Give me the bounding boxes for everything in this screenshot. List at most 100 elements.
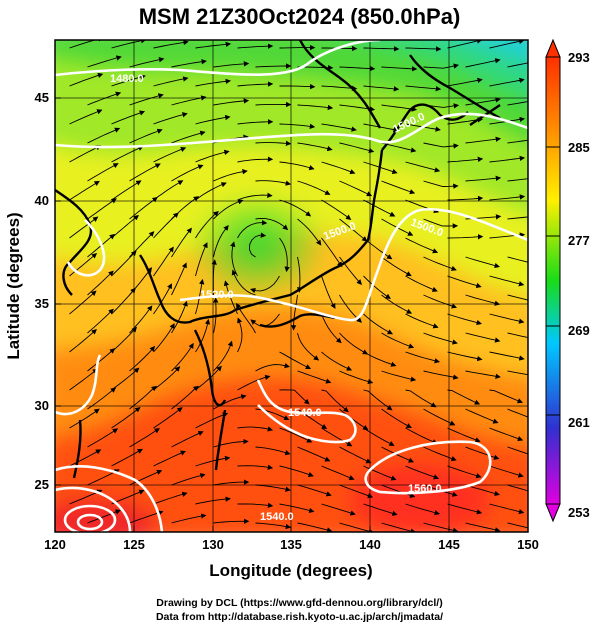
streamline [213, 224, 229, 258]
coastlines [55, 40, 501, 479]
streamline [447, 156, 484, 163]
streamline [489, 427, 524, 442]
streamline [129, 163, 161, 182]
streamline [339, 408, 369, 431]
colorbar-tick-label: 285 [568, 140, 590, 155]
streamline [321, 465, 355, 481]
streamline [405, 275, 438, 292]
streamline [153, 491, 188, 505]
streamline [423, 446, 457, 462]
streamline [255, 63, 292, 69]
streamline [249, 232, 267, 258]
streamline [255, 217, 289, 231]
streamline [296, 256, 303, 293]
streamline [405, 389, 437, 408]
streamline [507, 62, 528, 68]
streamline [507, 408, 528, 418]
streamline [213, 518, 250, 524]
streamline [489, 503, 525, 515]
streamline [321, 123, 357, 132]
streamline [363, 465, 397, 481]
streamline [465, 97, 501, 106]
streamline [195, 242, 208, 277]
colorbar-tick-label: 261 [568, 415, 590, 430]
streamline [507, 216, 528, 220]
streamline [69, 180, 100, 201]
streamline [111, 407, 141, 429]
streamline [297, 522, 333, 532]
streamline [339, 446, 372, 464]
streamline [489, 465, 524, 478]
streamline [423, 142, 459, 149]
streamline [297, 218, 322, 246]
streamline [405, 313, 439, 329]
streamline [447, 234, 484, 240]
streamline [297, 332, 320, 361]
streamline [321, 427, 353, 447]
streamline [465, 136, 502, 144]
axis-tick-marks [54, 97, 529, 532]
streamline [507, 446, 528, 455]
streamline [279, 161, 315, 171]
streamline [465, 58, 501, 68]
streamline [465, 522, 501, 532]
streamline [507, 522, 528, 529]
streamline [69, 253, 98, 277]
credit-data-source: Data from http://database.rish.kyoto-u.a… [155, 611, 444, 623]
streamline [465, 294, 501, 306]
streamline [321, 389, 349, 413]
streamline [507, 256, 528, 263]
streamline [381, 256, 412, 277]
streamline [111, 145, 144, 163]
streamline [279, 427, 313, 443]
streamline [87, 55, 122, 68]
streamline [279, 237, 290, 273]
streamline [465, 332, 501, 343]
streamline [489, 351, 525, 361]
streamline [195, 318, 211, 353]
streamline [213, 61, 250, 68]
streamline [363, 503, 398, 516]
contour-label: 1520.0 [200, 289, 234, 301]
streamline [297, 370, 332, 384]
streamline [279, 199, 312, 217]
streamline [255, 140, 292, 147]
streamline [405, 46, 442, 52]
streamline [111, 180, 142, 201]
streamline [171, 513, 207, 524]
streamline [423, 370, 459, 380]
streamline [321, 161, 356, 175]
colorbar-scale [545, 56, 561, 505]
streamline [213, 479, 250, 486]
streamline [171, 431, 204, 448]
streamline [447, 427, 481, 443]
y-tick-label: 25 [35, 477, 49, 492]
streamline [405, 465, 440, 480]
contour-label: 1540.0 [260, 511, 294, 523]
streamline [171, 262, 187, 296]
streamline [129, 93, 164, 106]
streamline [381, 484, 416, 498]
streamline [321, 351, 353, 371]
y-tick-label: 40 [35, 193, 49, 208]
streamline [507, 139, 528, 144]
streamline [297, 446, 331, 462]
streamline [447, 465, 482, 479]
streamline [255, 522, 292, 530]
streamline [69, 290, 97, 315]
streamline [129, 469, 163, 486]
streamline [321, 503, 356, 516]
streamline [237, 317, 243, 353]
streamline [507, 178, 528, 182]
streamline [465, 175, 502, 182]
streamline [255, 446, 291, 456]
streamline [153, 40, 189, 49]
streamline [279, 351, 312, 370]
streamline [550, 523, 584, 532]
x-tick-label: 130 [202, 537, 224, 552]
streamline [381, 446, 415, 463]
streamline [363, 46, 400, 52]
streamline [297, 104, 334, 111]
wind-streamlines [69, 40, 584, 532]
streamline [507, 484, 528, 492]
